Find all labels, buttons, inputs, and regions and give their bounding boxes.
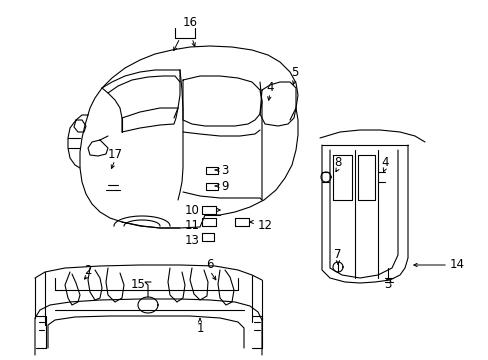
Text: 6: 6 bbox=[206, 258, 213, 271]
Text: 3: 3 bbox=[384, 279, 391, 292]
Text: 4: 4 bbox=[265, 81, 273, 94]
Text: 10: 10 bbox=[185, 203, 200, 216]
Text: 17: 17 bbox=[107, 148, 122, 161]
Text: 11: 11 bbox=[184, 219, 200, 231]
Bar bbox=[205, 166, 218, 174]
Text: 3: 3 bbox=[221, 163, 228, 176]
Text: 8: 8 bbox=[334, 156, 341, 168]
Text: 13: 13 bbox=[185, 234, 200, 247]
Text: 4: 4 bbox=[381, 156, 388, 168]
Text: 14: 14 bbox=[449, 258, 464, 271]
Text: 1: 1 bbox=[196, 321, 203, 334]
Text: 9: 9 bbox=[221, 180, 228, 193]
Bar bbox=[205, 183, 218, 189]
Text: 7: 7 bbox=[334, 248, 341, 261]
Text: 5: 5 bbox=[291, 66, 298, 78]
Text: 12: 12 bbox=[258, 219, 272, 231]
Text: 16: 16 bbox=[182, 15, 197, 28]
Text: 15: 15 bbox=[130, 279, 145, 292]
Text: 2: 2 bbox=[84, 264, 92, 276]
